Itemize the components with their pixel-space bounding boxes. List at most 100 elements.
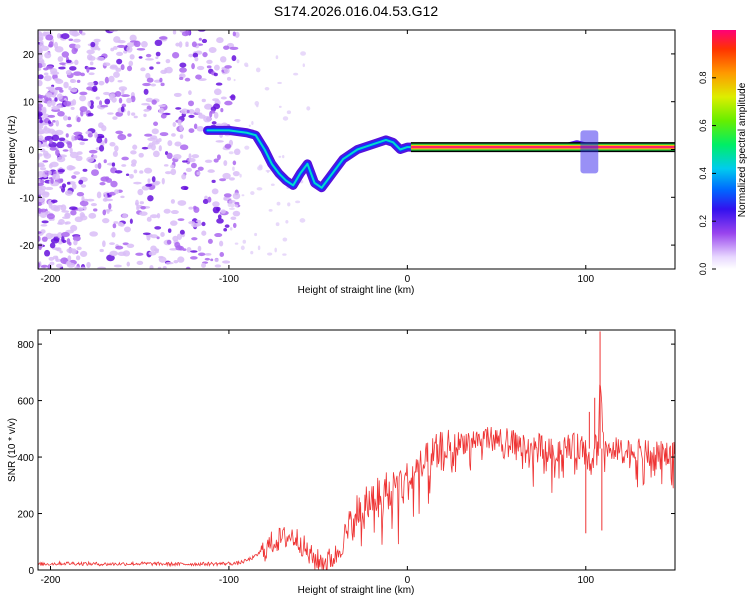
noise-blob bbox=[69, 30, 78, 36]
spectrogram-ylabel: Frequency (Hz) bbox=[7, 116, 18, 185]
noise-blob bbox=[109, 242, 115, 245]
noise-blob bbox=[275, 55, 279, 60]
noise-blob bbox=[178, 76, 184, 81]
noise-blob bbox=[160, 113, 167, 119]
noise-blob bbox=[79, 95, 87, 102]
noise-blob bbox=[159, 77, 163, 83]
noise-blob bbox=[109, 141, 116, 147]
noise-blob bbox=[42, 160, 49, 163]
noise-blob bbox=[154, 226, 162, 230]
noise-blob bbox=[232, 222, 237, 228]
noise-blob bbox=[102, 240, 106, 248]
noise-blob bbox=[145, 53, 152, 58]
noise-blob bbox=[139, 170, 144, 174]
noise-blob bbox=[234, 204, 239, 208]
noise-blob bbox=[197, 166, 204, 171]
noise-blob bbox=[96, 136, 103, 144]
noise-blob bbox=[181, 173, 187, 180]
snr-series-line bbox=[38, 384, 675, 570]
noise-blob bbox=[98, 80, 105, 86]
noise-blob bbox=[152, 182, 160, 186]
colorbar-tick-label: 0.2 bbox=[698, 215, 708, 228]
noise-blob bbox=[131, 159, 137, 165]
noise-blob bbox=[219, 240, 224, 247]
noise-blob bbox=[45, 92, 53, 98]
noise-blob bbox=[110, 64, 118, 69]
noise-blob bbox=[146, 77, 154, 83]
noise-blob bbox=[127, 110, 131, 116]
noise-blob bbox=[224, 224, 230, 228]
noise-blob bbox=[99, 182, 106, 186]
noise-blob bbox=[282, 253, 287, 256]
noise-blob bbox=[155, 51, 161, 57]
y-tick-label: 400 bbox=[17, 453, 34, 464]
noise-blob bbox=[90, 203, 97, 207]
colorbar-gradient bbox=[712, 30, 736, 269]
noise-blob bbox=[49, 261, 55, 266]
noise-blob bbox=[154, 39, 163, 47]
noise-blob bbox=[38, 98, 43, 104]
noise-blob bbox=[161, 177, 165, 185]
noise-blob bbox=[191, 154, 200, 159]
noise-blob bbox=[136, 206, 140, 211]
noise-blob bbox=[64, 221, 69, 225]
noise-blob bbox=[52, 255, 59, 260]
noise-blob bbox=[45, 97, 52, 102]
noise-blob bbox=[38, 262, 41, 269]
noise-blob bbox=[102, 62, 111, 67]
noise-blob bbox=[81, 213, 86, 218]
noise-blob bbox=[158, 138, 162, 143]
noise-blob bbox=[143, 88, 149, 95]
noise-blob bbox=[76, 116, 81, 123]
noise-blob bbox=[126, 45, 133, 53]
noise-blob bbox=[117, 134, 127, 141]
noise-blob bbox=[83, 198, 89, 202]
noise-blob bbox=[158, 104, 166, 108]
noise-blob bbox=[105, 178, 113, 183]
noise-blob bbox=[51, 134, 60, 142]
noise-blob bbox=[67, 142, 73, 149]
noise-blob bbox=[113, 264, 122, 268]
noise-blob bbox=[185, 44, 189, 47]
noise-blob bbox=[191, 41, 197, 48]
noise-blob bbox=[169, 248, 178, 251]
noise-blob bbox=[66, 247, 76, 254]
noise-blob bbox=[207, 196, 212, 203]
noise-blob bbox=[166, 239, 172, 245]
noise-blob bbox=[220, 107, 224, 113]
noise-blob bbox=[43, 153, 52, 159]
noise-blob bbox=[210, 110, 216, 114]
noise-blob bbox=[38, 164, 46, 168]
noise-blob bbox=[51, 99, 56, 107]
noise-blob bbox=[286, 110, 292, 115]
noise-blob bbox=[70, 106, 75, 110]
noise-blob bbox=[38, 235, 41, 242]
noise-blob bbox=[109, 95, 114, 101]
noise-blob bbox=[121, 164, 127, 167]
noise-blob bbox=[233, 195, 237, 198]
noise-blob bbox=[165, 66, 173, 74]
noise-blob bbox=[74, 59, 79, 65]
colorbar-tick-label: 0.0 bbox=[698, 263, 708, 276]
noise-blob bbox=[188, 206, 194, 210]
noise-blob bbox=[89, 231, 98, 237]
noise-blob bbox=[278, 155, 282, 158]
noise-blob bbox=[167, 228, 172, 233]
noise-blob bbox=[210, 258, 214, 262]
noise-blob bbox=[50, 199, 58, 204]
noise-blob bbox=[167, 140, 173, 147]
noise-blob bbox=[185, 167, 192, 173]
noise-blob bbox=[38, 74, 44, 80]
noise-blob bbox=[38, 189, 42, 195]
noise-blob bbox=[228, 151, 234, 155]
snr-panel: -200 -100 0 100 0 200 400 600 800 Height of stra… bbox=[7, 329, 676, 596]
noise-blob bbox=[106, 254, 115, 262]
noise-blob bbox=[118, 97, 123, 104]
noise-blob bbox=[74, 44, 81, 49]
noise-blob bbox=[108, 75, 115, 83]
noise-blob bbox=[73, 240, 78, 246]
noise-blob bbox=[101, 218, 110, 224]
noise-blob bbox=[175, 107, 182, 110]
x-tick-label: 100 bbox=[577, 274, 594, 285]
noise-blob bbox=[222, 260, 231, 264]
